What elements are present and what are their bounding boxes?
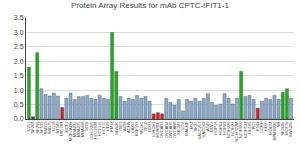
svg-text:PC3: PC3 <box>251 121 256 130</box>
svg-text:2.0: 2.0 <box>14 58 24 65</box>
svg-text:OVCAR4: OVCAR4 <box>164 121 169 138</box>
svg-text:SW620: SW620 <box>114 121 119 135</box>
svg-text:IGROV1: IGROV1 <box>151 121 156 137</box>
svg-text:0.0: 0.0 <box>14 115 24 122</box>
svg-text:OVCAR8: OVCAR8 <box>172 121 177 138</box>
svg-text:ACHN: ACHN <box>126 121 131 132</box>
svg-text:NCIH322M: NCIH322M <box>234 122 239 142</box>
svg-text:UACC62: UACC62 <box>201 121 206 138</box>
svg-text:1.5: 1.5 <box>14 72 24 79</box>
svg-text:HCT116: HCT116 <box>97 121 102 136</box>
svg-text:MDA435: MDA435 <box>76 121 81 137</box>
svg-text:HCC2998: HCC2998 <box>93 121 98 139</box>
svg-text:NCIH522: NCIH522 <box>243 121 248 138</box>
svg-text:MDA231: MDA231 <box>72 121 77 137</box>
svg-text:EKVX: EKVX <box>209 121 214 132</box>
svg-text:MOLT4: MOLT4 <box>268 121 273 135</box>
svg-text:T47D: T47D <box>84 121 89 131</box>
svg-text:SNB19: SNB19 <box>43 121 48 134</box>
svg-text:HOP92: HOP92 <box>222 121 227 135</box>
svg-text:2.5: 2.5 <box>14 43 24 50</box>
svg-text:LOX: LOX <box>180 121 185 129</box>
svg-text:UACC257: UACC257 <box>197 121 202 140</box>
svg-text:DU145: DU145 <box>247 121 252 134</box>
svg-text:UO31: UO31 <box>147 121 152 132</box>
svg-text:1.0: 1.0 <box>14 87 24 94</box>
svg-text:786O: 786O <box>118 122 123 132</box>
svg-text:HS578T: HS578T <box>60 121 65 136</box>
svg-text:SF268b: SF268b <box>280 121 285 136</box>
svg-text:NCIH23: NCIH23 <box>230 121 235 136</box>
svg-text:HT29: HT29 <box>105 121 110 132</box>
svg-text:U118: U118 <box>51 121 56 131</box>
svg-text:HL60: HL60 <box>263 121 268 131</box>
svg-text:SW620b: SW620b <box>288 121 293 137</box>
svg-text:SKOV3: SKOV3 <box>176 121 181 135</box>
svg-text:BT549: BT549 <box>55 121 60 134</box>
svg-text:HCT15: HCT15 <box>101 121 106 134</box>
svg-text:SF268: SF268 <box>30 121 35 134</box>
svg-text:MALME: MALME <box>184 121 189 136</box>
svg-text:RPMI8226: RPMI8226 <box>272 121 277 141</box>
svg-text:HOP18: HOP18 <box>213 121 218 135</box>
svg-text:SN12C: SN12C <box>139 122 144 135</box>
svg-text:MCF7b: MCF7b <box>284 121 289 135</box>
svg-text:U251: U251 <box>26 121 31 131</box>
svg-text:MCF7ADR: MCF7ADR <box>68 121 73 140</box>
svg-text:TK10: TK10 <box>143 121 148 131</box>
svg-text:0.5: 0.5 <box>14 101 24 108</box>
svg-text:SR: SR <box>276 121 281 127</box>
svg-text:SF539: SF539 <box>39 121 44 134</box>
svg-text:RXF393: RXF393 <box>134 121 139 136</box>
svg-text:OVCAR3: OVCAR3 <box>159 121 164 138</box>
svg-text:M19MEL: M19MEL <box>155 121 160 138</box>
svg-text:3.5: 3.5 <box>14 14 24 21</box>
svg-text:KM12: KM12 <box>109 121 114 132</box>
svg-text:MDA468: MDA468 <box>80 121 85 137</box>
svg-text:CAKI1: CAKI1 <box>130 121 135 133</box>
svg-text:HOP62: HOP62 <box>218 121 223 135</box>
svg-text:NCIH460: NCIH460 <box>238 121 243 138</box>
svg-text:3.0: 3.0 <box>14 29 24 36</box>
svg-text:MCF7: MCF7 <box>64 121 69 133</box>
svg-text:COLO205: COLO205 <box>89 121 94 140</box>
svg-text:A549: A549 <box>205 121 210 131</box>
svg-text:NCIH226: NCIH226 <box>226 121 231 138</box>
svg-text:K562: K562 <box>255 121 260 131</box>
svg-text:SF295: SF295 <box>35 121 40 134</box>
svg-text:Protein Array Results for mAb: Protein Array Results for mAb CPTC-IFIT1… <box>71 1 229 10</box>
svg-text:CCRF: CCRF <box>259 121 264 133</box>
svg-text:M14: M14 <box>189 121 194 130</box>
svg-text:SK23: SK23 <box>193 121 198 132</box>
svg-text:A498: A498 <box>122 121 127 131</box>
svg-text:SNB75: SNB75 <box>47 121 52 134</box>
svg-text:OVCAR5: OVCAR5 <box>168 121 173 138</box>
